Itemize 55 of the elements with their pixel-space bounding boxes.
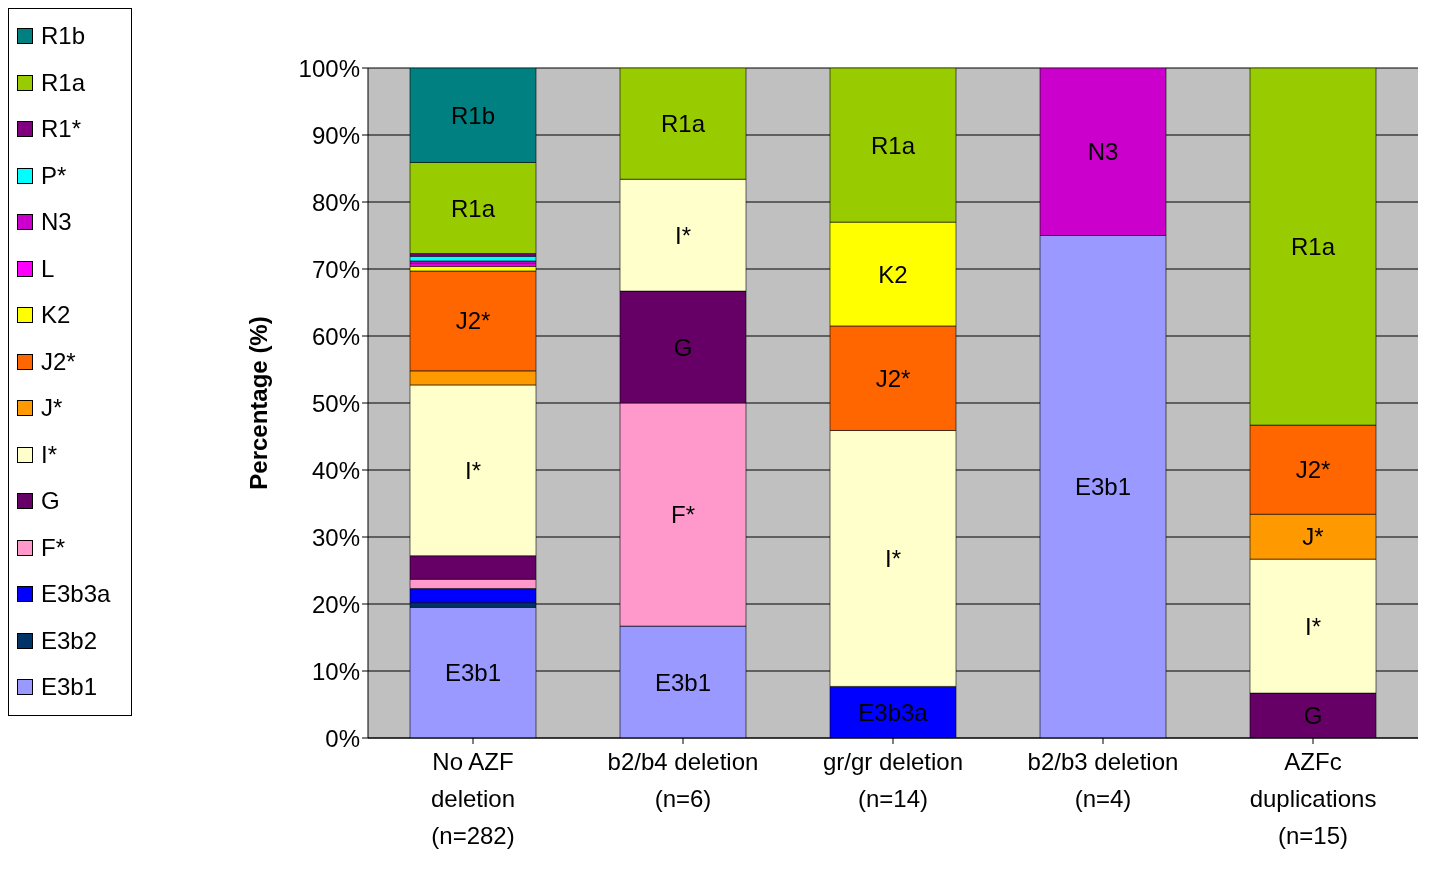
text: R1a	[660, 110, 706, 138]
text: R1b	[450, 101, 496, 129]
text: J2*	[875, 364, 911, 392]
legend-label: I*	[41, 440, 58, 469]
x-tick-label: No AZF deletion (n=282)	[430, 748, 516, 849]
y-tick-label: 80%	[311, 188, 360, 216]
x-tick-label: gr/gr deletion (n=14)	[822, 748, 964, 812]
legend-label: E3b1	[41, 673, 98, 702]
legend-label: L	[41, 254, 55, 283]
y-tick-label: 0%	[325, 724, 360, 752]
legend-label: R1a	[41, 68, 86, 97]
x-tick-label: b2/b4 deletion (n=6)	[607, 748, 759, 812]
y-axis-title: Percentage (%)	[244, 316, 272, 490]
bar	[409, 255, 537, 262]
x-tick-label: AZFc duplications (n=15)	[1249, 748, 1377, 849]
text: J2*	[455, 307, 491, 335]
text: I*	[464, 456, 482, 484]
legend-label: J2*	[41, 347, 76, 376]
text: E3b1	[1074, 473, 1132, 501]
y-tick-label: 30%	[311, 523, 360, 551]
legend-label: R1b	[41, 22, 86, 51]
legend-label: E3b3a	[41, 580, 111, 609]
x-tick-label: b2/b3 deletion (n=4)	[1027, 748, 1179, 812]
text: F*	[671, 501, 695, 529]
text: I*	[1304, 612, 1322, 640]
text: E3b3a	[858, 698, 928, 726]
text: G	[673, 333, 693, 361]
text: I*	[884, 544, 902, 572]
y-tick-label: 60%	[311, 322, 360, 350]
legend-label: K2	[41, 301, 71, 330]
text: E3b1	[444, 659, 502, 687]
legend-label: G	[41, 487, 60, 516]
text: N3	[1087, 138, 1119, 166]
text: J*	[1302, 523, 1324, 551]
text: R1a	[870, 131, 916, 159]
y-tick-label: 90%	[311, 121, 360, 149]
text: G	[1303, 702, 1323, 730]
legend-label: N3	[41, 208, 72, 237]
text: E3b1	[654, 668, 712, 696]
y-tick-label: 10%	[311, 657, 360, 685]
text: J2*	[1295, 456, 1331, 484]
legend-label: R1*	[41, 115, 82, 144]
legend-label: P*	[41, 161, 67, 190]
legend-label: J*	[41, 394, 63, 423]
y-tick-label: 100%	[298, 54, 360, 82]
text: I*	[674, 221, 692, 249]
y-tick-label: 40%	[311, 456, 360, 484]
y-tick-label: 70%	[311, 255, 360, 283]
text: K2	[878, 260, 908, 288]
text: R1a	[1290, 233, 1336, 261]
text: R1a	[450, 194, 496, 222]
legend-label: E3b2	[41, 626, 98, 655]
y-tick-label: 50%	[311, 389, 360, 417]
legend-label: F*	[41, 533, 65, 562]
y-tick-label: 20%	[311, 590, 360, 618]
